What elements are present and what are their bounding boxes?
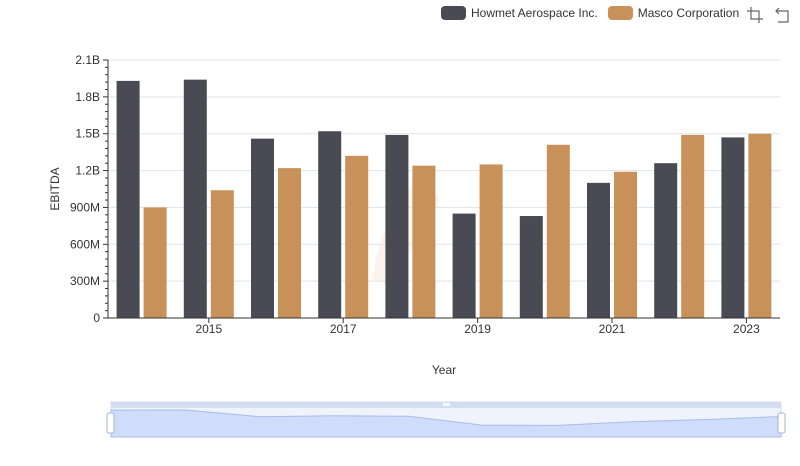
legend-label-howmet: Howmet Aerospace Inc. <box>471 6 598 20</box>
y-axis-label: EBITDA <box>48 167 62 210</box>
bar-masco-2023[interactable] <box>748 133 772 318</box>
bar-howmet-2018[interactable] <box>385 134 409 318</box>
bars <box>116 79 772 319</box>
bar-howmet-2019[interactable] <box>452 213 476 318</box>
bar-howmet-2016[interactable] <box>251 138 274 318</box>
bar-masco-2014[interactable] <box>143 207 167 318</box>
grid-lines <box>108 59 780 282</box>
bar-masco-2020[interactable] <box>546 144 570 318</box>
x-axis-label: Year <box>432 363 456 377</box>
legend-item-howmet[interactable]: Howmet Aerospace Inc. <box>441 6 598 20</box>
y-tick-label: 1.8B <box>75 90 100 104</box>
x-tick-label: 2017 <box>330 322 357 336</box>
legend: Howmet Aerospace Inc. Masco Corporation <box>441 4 739 22</box>
restore-icon[interactable] <box>774 6 792 24</box>
legend-label-masco: Masco Corporation <box>637 6 740 20</box>
data-zoom-slider[interactable] <box>106 401 786 438</box>
y-tick-label: 900M <box>70 200 100 214</box>
bar-masco-2017[interactable] <box>345 155 369 318</box>
y-tick-label: 1.5B <box>75 127 100 141</box>
y-tick-label: 2.1B <box>75 53 100 67</box>
bar-howmet-2014[interactable] <box>116 80 140 318</box>
y-tick-label: 1.2B <box>75 164 100 178</box>
x-tick-label: 2023 <box>733 322 760 336</box>
bar-masco-2019[interactable] <box>479 164 503 318</box>
bar-howmet-2021[interactable] <box>587 182 610 318</box>
zoom-icon[interactable] <box>746 6 764 24</box>
y-tick-label: 0 <box>93 311 100 325</box>
legend-item-masco[interactable]: Masco Corporation <box>607 6 740 20</box>
x-tick-label: 2015 <box>195 322 222 336</box>
x-tick-label: 2019 <box>464 322 491 336</box>
zoom-grip-icon[interactable] <box>443 403 450 406</box>
bar-howmet-2017[interactable] <box>318 131 342 318</box>
bar-howmet-2022[interactable] <box>654 163 678 318</box>
y-tick-label: 600M <box>70 237 100 251</box>
x-tick-label: 2021 <box>599 322 626 336</box>
zoom-handle-left[interactable] <box>106 412 115 434</box>
bar-masco-2016[interactable] <box>278 168 301 318</box>
bar-masco-2022[interactable] <box>681 134 705 318</box>
bar-masco-2018[interactable] <box>412 165 436 318</box>
bar-howmet-2023[interactable] <box>721 137 745 318</box>
bar-howmet-2020[interactable] <box>519 216 543 318</box>
bar-masco-2015[interactable] <box>210 190 234 318</box>
bar-howmet-2015[interactable] <box>183 79 207 319</box>
axes: 0 300M 600M 900M 1.2B 1.5B 1.8B 2.1B 2015 2017 201… <box>70 53 780 336</box>
toolbox <box>746 6 792 24</box>
zoom-handle-right[interactable] <box>777 412 786 434</box>
legend-swatch-masco <box>607 6 633 20</box>
bar-masco-2021[interactable] <box>614 171 637 318</box>
y-tick-label: 300M <box>70 274 100 288</box>
legend-swatch-howmet <box>441 6 466 20</box>
